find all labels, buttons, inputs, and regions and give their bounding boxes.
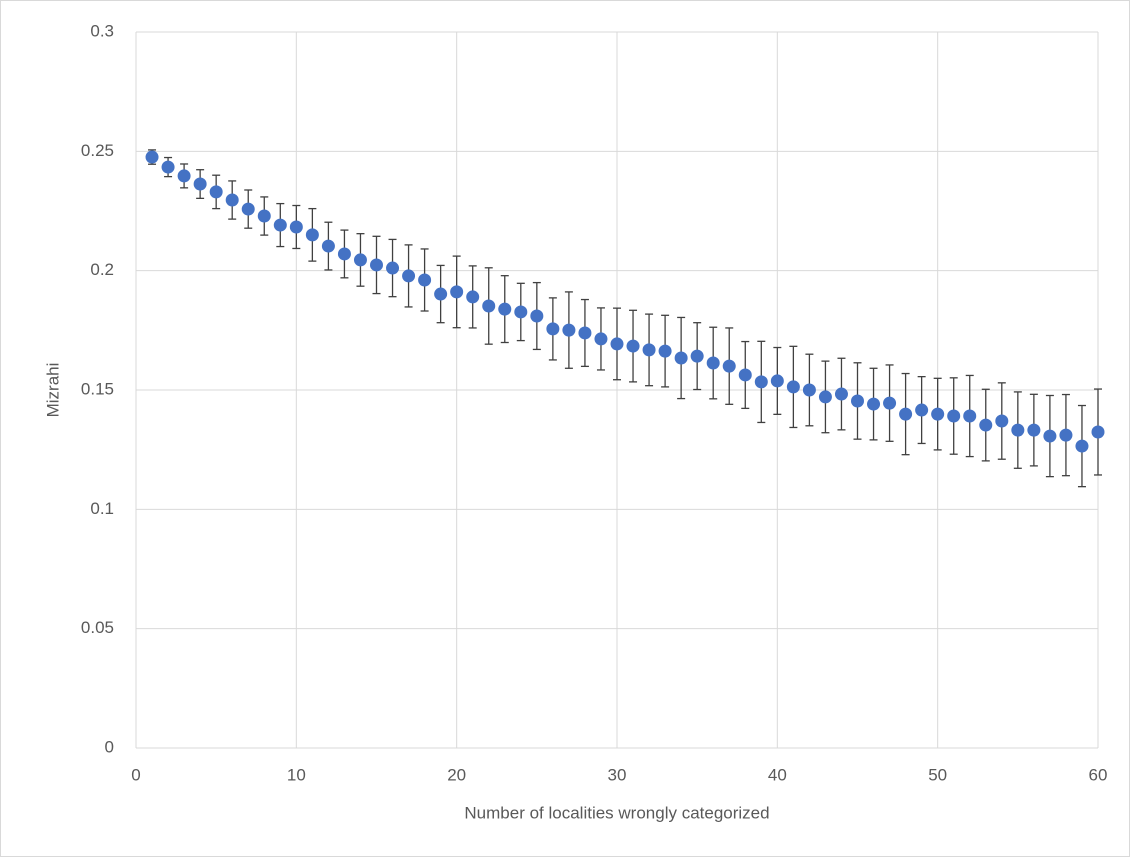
point bbox=[402, 269, 416, 283]
point bbox=[546, 322, 560, 336]
point bbox=[498, 302, 512, 316]
point bbox=[289, 220, 303, 234]
point bbox=[610, 337, 624, 351]
point bbox=[353, 253, 367, 267]
point bbox=[337, 247, 351, 261]
point bbox=[241, 202, 255, 216]
point bbox=[145, 150, 159, 164]
x-tick-label: 30 bbox=[608, 765, 627, 784]
point bbox=[642, 343, 656, 357]
point bbox=[786, 380, 800, 394]
point bbox=[193, 177, 207, 191]
point bbox=[273, 218, 287, 232]
point bbox=[305, 228, 319, 242]
point bbox=[1091, 425, 1105, 439]
point bbox=[434, 287, 448, 301]
x-tick-label: 0 bbox=[131, 765, 140, 784]
point bbox=[514, 305, 528, 319]
point bbox=[915, 403, 929, 417]
x-axis-label: Number of localities wrongly categorized bbox=[464, 803, 769, 822]
x-tick-label: 10 bbox=[287, 765, 306, 784]
point bbox=[1011, 423, 1025, 437]
point bbox=[209, 185, 223, 199]
point bbox=[899, 407, 913, 421]
y-tick-label: 0.2 bbox=[90, 260, 114, 279]
point bbox=[578, 326, 592, 340]
y-tick-label: 0.3 bbox=[90, 21, 114, 40]
x-tick-label: 40 bbox=[768, 765, 787, 784]
y-tick-label: 0.05 bbox=[81, 618, 114, 637]
point bbox=[818, 390, 832, 404]
point bbox=[690, 349, 704, 363]
point bbox=[963, 409, 977, 423]
point bbox=[530, 309, 544, 323]
point bbox=[225, 193, 239, 207]
point bbox=[594, 332, 608, 346]
point bbox=[1027, 423, 1041, 437]
y-tick-label: 0 bbox=[105, 737, 114, 756]
point bbox=[1059, 428, 1073, 442]
point bbox=[851, 394, 864, 408]
point bbox=[995, 414, 1009, 428]
y-tick-label: 0.1 bbox=[90, 499, 114, 518]
point bbox=[754, 375, 768, 389]
x-tick-label: 20 bbox=[447, 765, 466, 784]
point bbox=[979, 418, 993, 432]
point bbox=[321, 239, 335, 253]
point bbox=[867, 397, 881, 411]
point bbox=[883, 396, 897, 410]
x-tick-label: 50 bbox=[928, 765, 947, 784]
point bbox=[706, 356, 720, 370]
point bbox=[450, 285, 464, 299]
x-tick-label: 60 bbox=[1089, 765, 1108, 784]
point bbox=[931, 407, 945, 421]
point bbox=[466, 290, 480, 304]
point bbox=[257, 209, 271, 223]
point bbox=[738, 368, 752, 382]
point bbox=[418, 273, 432, 287]
point bbox=[674, 351, 688, 365]
y-axis-label: Mizrahi bbox=[43, 363, 62, 418]
point bbox=[802, 383, 816, 397]
point bbox=[1043, 429, 1057, 443]
y-tick-label: 0.15 bbox=[81, 379, 114, 398]
point bbox=[834, 387, 848, 401]
point bbox=[722, 359, 736, 373]
point bbox=[177, 169, 191, 183]
point bbox=[562, 323, 576, 337]
y-tick-label: 0.25 bbox=[81, 141, 114, 160]
point bbox=[947, 409, 961, 423]
point bbox=[370, 258, 383, 272]
point bbox=[626, 339, 640, 353]
point bbox=[658, 344, 672, 358]
point bbox=[482, 299, 496, 313]
point bbox=[161, 160, 175, 174]
point bbox=[1075, 439, 1089, 453]
point bbox=[770, 374, 784, 388]
point bbox=[386, 261, 400, 275]
